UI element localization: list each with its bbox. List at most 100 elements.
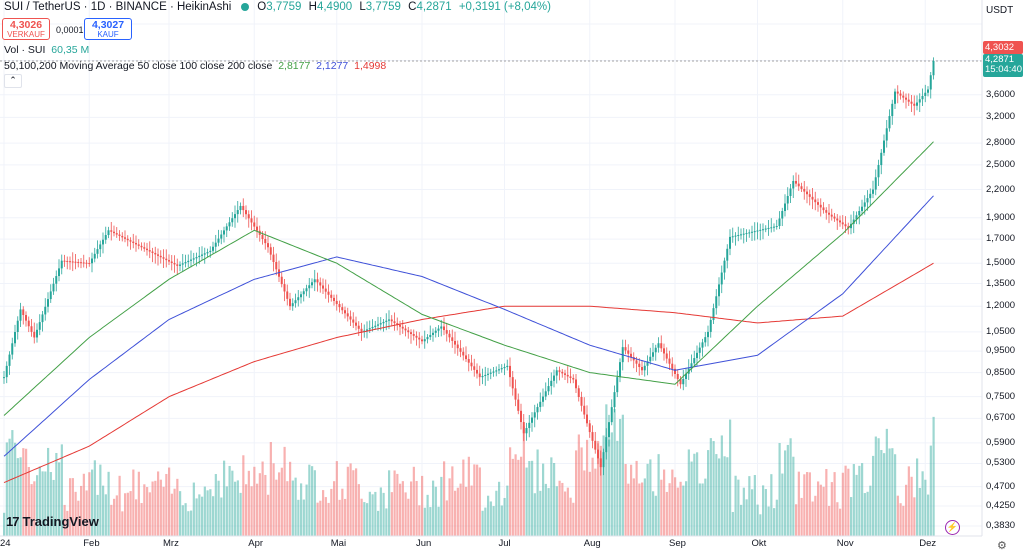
candle-body — [907, 99, 910, 102]
candle-body — [432, 332, 434, 335]
candle-body — [58, 268, 60, 277]
candle-body — [566, 374, 569, 377]
lightning-icon[interactable]: ⚡ — [945, 520, 960, 535]
candle-body — [825, 210, 828, 213]
volume-bar — [247, 470, 250, 536]
candle-body — [44, 306, 47, 315]
volume-legend[interactable]: Vol · SUI 60,35 M — [4, 44, 90, 56]
volume-bar — [14, 442, 17, 536]
candle-body — [531, 417, 533, 423]
volume-bar — [498, 481, 501, 536]
volume-bar — [863, 493, 866, 536]
candle-body — [283, 284, 286, 292]
candle-body — [231, 218, 234, 223]
volume-bar — [357, 484, 360, 536]
volume-bar — [91, 469, 94, 536]
volume-bar — [278, 472, 281, 536]
volume-bar — [107, 471, 110, 536]
volume-bar — [764, 489, 767, 536]
chevron-up-icon[interactable]: ⌃ — [4, 74, 22, 88]
volume-bar — [110, 504, 113, 536]
candle-body — [184, 262, 187, 264]
volume-bar — [377, 510, 380, 536]
volume-bar — [531, 460, 534, 536]
volume-bar — [140, 503, 143, 536]
volume-bar — [74, 491, 77, 536]
candle-body — [918, 99, 921, 103]
candle-body — [286, 291, 289, 299]
candle-body — [291, 303, 294, 307]
candle-body — [484, 374, 487, 377]
candle-body — [762, 229, 764, 231]
volume-bar — [374, 491, 377, 536]
candle-body — [610, 407, 613, 423]
volume-bar — [412, 466, 415, 536]
candle-body — [349, 316, 352, 320]
time-tick-label: Dez — [919, 538, 937, 549]
volume-bar — [844, 465, 847, 536]
volume-bar — [550, 457, 553, 536]
volume-bar — [60, 444, 63, 536]
candle-body — [201, 254, 203, 256]
volume-bar — [423, 507, 426, 536]
volume-bar — [80, 485, 83, 536]
candle-body — [624, 347, 627, 351]
volume-bar — [852, 464, 855, 536]
time-tick-label: Okt — [751, 538, 767, 549]
candle-body — [797, 183, 800, 187]
volume-bar — [390, 492, 393, 536]
candle-body — [880, 152, 883, 166]
time-tick-label: Mai — [330, 538, 347, 549]
price-scale-unit[interactable]: USDT — [986, 5, 1014, 16]
candle-body — [550, 380, 553, 387]
candle-body — [800, 186, 803, 189]
price-tick-label: 1,7000 — [986, 233, 1016, 245]
volume-bar — [564, 491, 567, 536]
candle-body — [14, 332, 16, 344]
candle-body — [712, 308, 715, 321]
candle-body — [726, 248, 729, 261]
volume-bar — [245, 484, 248, 536]
volume-bar — [734, 475, 737, 536]
ma-legend[interactable]: 50,100,200 Moving Average 50 close 100 c… — [4, 60, 387, 72]
candle-body — [399, 324, 401, 327]
volume-bar — [660, 479, 663, 536]
volume-bar — [181, 505, 184, 536]
candle-body — [921, 95, 924, 100]
price-tick-label: 2,5000 — [986, 158, 1016, 170]
volume-bar — [536, 449, 539, 536]
price-tick-label: 0,5300 — [986, 457, 1016, 469]
candle-body — [443, 326, 445, 331]
volume-bar — [913, 497, 916, 536]
tradingview-logo[interactable]: 17 TradingView — [6, 514, 99, 529]
buy-button[interactable]: 4,3027 KAUF — [84, 18, 132, 40]
candle-body — [297, 297, 300, 301]
volume-bar — [539, 490, 542, 536]
candle-body — [514, 388, 517, 400]
time-tick-label: Mrz — [163, 538, 179, 549]
volume-bar — [500, 505, 503, 536]
volume-bar — [781, 473, 784, 536]
volume-bar — [176, 478, 179, 536]
volume-bar — [610, 432, 613, 536]
candle-body — [663, 348, 665, 354]
candle-body — [289, 298, 291, 307]
candle-body — [434, 330, 437, 333]
candle-body — [641, 367, 643, 371]
volume-bar — [910, 476, 913, 536]
volume-bar — [454, 490, 457, 536]
volume-bar — [605, 404, 608, 536]
candle-body — [146, 248, 148, 251]
candle-body — [863, 202, 866, 207]
gear-icon[interactable]: ⚙ — [997, 540, 1007, 552]
symbol-title[interactable]: SUI / TetherUS · 1D · BINANCE · HeikinAs… — [4, 1, 232, 13]
ma200-value: 1,4998 — [354, 60, 387, 72]
volume-bar — [522, 426, 525, 536]
candle-body — [646, 361, 649, 366]
volume-bar — [250, 486, 253, 536]
volume-bar — [459, 483, 462, 536]
sell-button[interactable]: 4,3026 VERKAUF — [2, 18, 50, 40]
volume-bar — [3, 512, 6, 536]
volume-bar — [308, 464, 311, 536]
